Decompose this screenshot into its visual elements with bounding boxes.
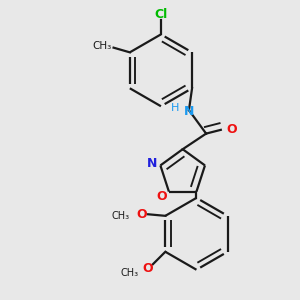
Text: H: H xyxy=(171,103,179,113)
Text: O: O xyxy=(226,123,237,136)
Text: Cl: Cl xyxy=(154,8,168,21)
Text: O: O xyxy=(157,190,167,203)
Text: N: N xyxy=(146,157,157,170)
Text: CH₃: CH₃ xyxy=(93,41,112,51)
Text: CH₃: CH₃ xyxy=(121,268,139,278)
Text: N: N xyxy=(184,105,194,118)
Text: O: O xyxy=(136,208,147,221)
Text: O: O xyxy=(143,262,154,275)
Text: CH₃: CH₃ xyxy=(112,211,130,221)
